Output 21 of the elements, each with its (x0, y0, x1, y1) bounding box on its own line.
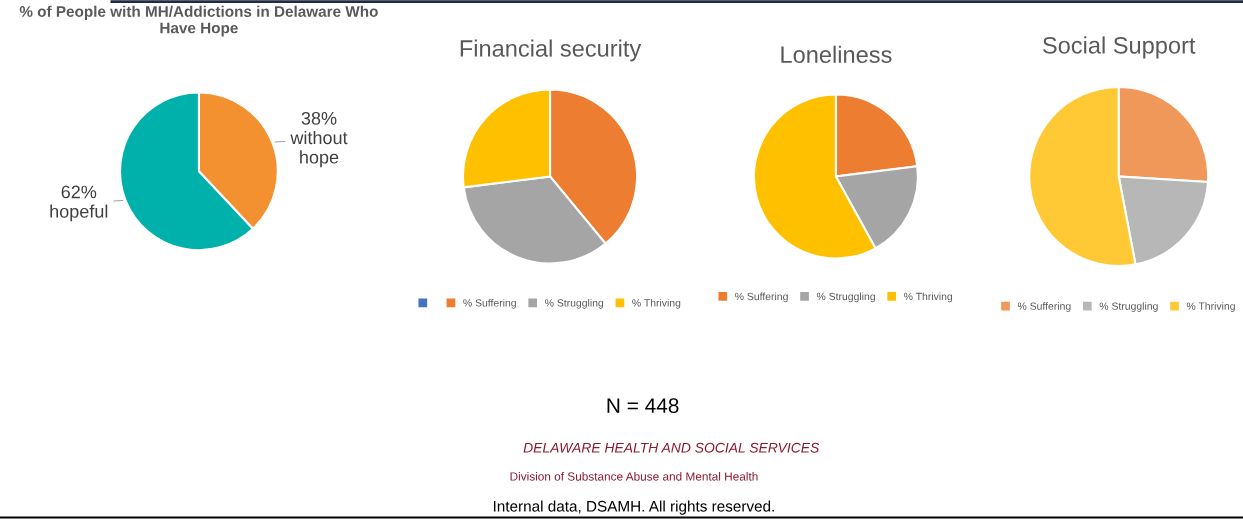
legend-label: % Struggling (545, 298, 604, 309)
text: N = 448 (607, 398, 679, 414)
text: Internal data, DSAMH. All rights reserved. (493, 500, 774, 515)
data-label: 62% (61, 185, 97, 199)
chart-title: % of People with MH/Addictions in Delaware Who Have Hope (19, 5, 378, 37)
legend-label: % Thriving (632, 298, 681, 309)
legend-label: % Thriving (1186, 302, 1235, 312)
legend-label: % Struggling (816, 292, 875, 303)
chart-title: Social Support (1042, 36, 1196, 59)
slice-label: without hope (290, 130, 348, 168)
legend-label: % Thriving (904, 292, 953, 303)
legend-label: % Struggling (1099, 302, 1158, 312)
legend-label: % Suffering (463, 298, 516, 309)
data-label: 38% (301, 111, 337, 125)
slice-label: hopeful (50, 204, 108, 222)
text: DELAWARE HEALTH AND SOCIAL SERVICES (523, 442, 820, 453)
text: Division of Substance Abuse and Mental Health (510, 471, 758, 481)
chart-title: Loneliness (781, 45, 892, 64)
legend-label: % Suffering (1017, 302, 1071, 312)
legend-label: % Suffering (735, 292, 788, 303)
chart-title: Financial security (460, 39, 642, 62)
